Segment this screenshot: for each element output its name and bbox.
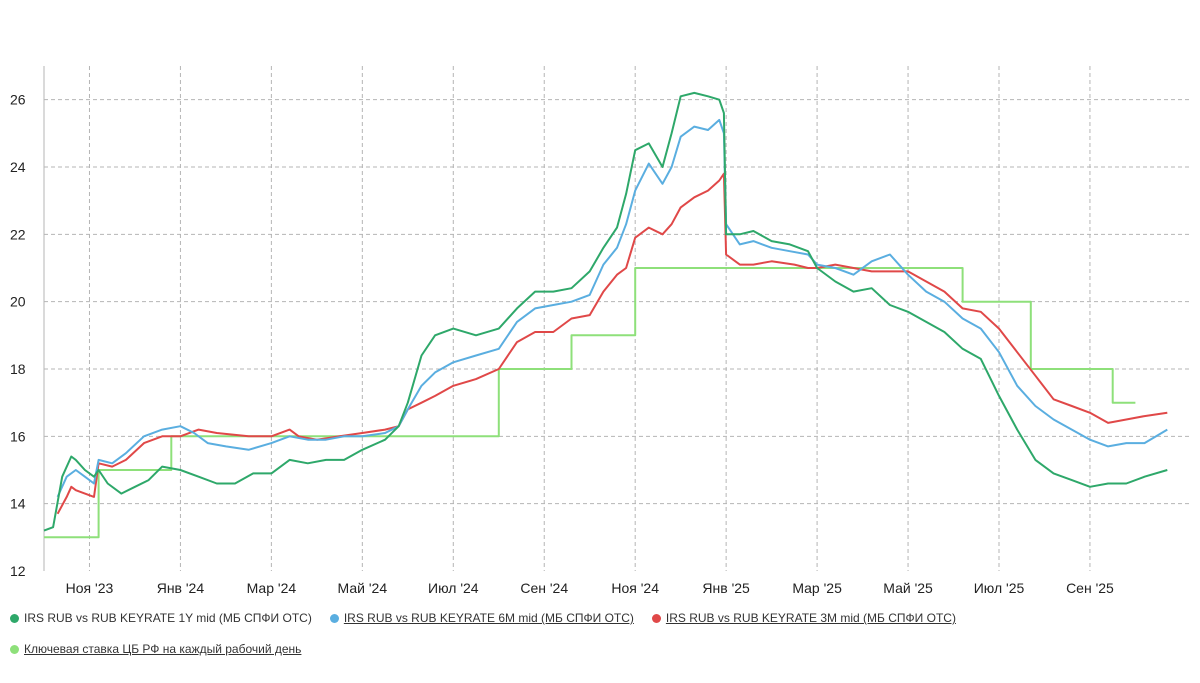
y-axis: 12 14 16 18 20 22 24 26 — [10, 92, 26, 579]
legend-item-irs-6m[interactable]: IRS RUB vs RUB KEYRATE 6M mid (МБ СПФИ О… — [329, 611, 634, 625]
y-tick-label: 12 — [10, 563, 26, 579]
x-tick-label: Май '25 — [883, 580, 933, 596]
legend-label-irs-6m: IRS RUB vs RUB KEYRATE 6M mid (МБ СПФИ О… — [343, 611, 634, 625]
x-tick-label: Янв '24 — [157, 580, 205, 596]
x-tick-label: Июл '24 — [428, 580, 479, 596]
line-chart: 12 14 16 18 20 22 24 26 Ноя '23 Янв '24 Мар '24 Ма… — [10, 66, 1190, 596]
legend-row-1: IRS RUB vs RUB KEYRATE 1Y mid (МБ СПФИ О… — [10, 611, 974, 625]
x-tick-label: Ноя '24 — [611, 580, 659, 596]
legend-item-irs-3m[interactable]: IRS RUB vs RUB KEYRATE 3M mid (МБ СПФИ О… — [651, 611, 956, 625]
legend-label-key-rate: Ключевая ставка ЦБ РФ на каждый рабочий … — [24, 642, 302, 656]
series-line-irs-3m[interactable] — [56, 172, 1168, 515]
x-tick-label: Янв '25 — [702, 580, 750, 596]
y-tick-label: 26 — [10, 92, 26, 108]
y-tick-label: 20 — [10, 294, 26, 310]
x-tick-label: Мар '24 — [247, 580, 297, 596]
legend-label-irs-3m: IRS RUB vs RUB KEYRATE 3M mid (МБ СПФИ О… — [665, 611, 956, 625]
y-tick-label: 14 — [10, 496, 26, 512]
y-tick-label: 24 — [10, 159, 26, 175]
legend-marker-irs-6m — [329, 613, 339, 623]
legend-item-irs-1y[interactable]: IRS RUB vs RUB KEYRATE 1Y mid (МБ СПФИ О… — [10, 611, 312, 625]
legend-marker-irs-1y — [10, 613, 19, 623]
series-line-key-rate[interactable] — [44, 267, 1136, 539]
series-line-irs-6m[interactable] — [56, 118, 1168, 498]
legend-label-irs-1y: IRS RUB vs RUB KEYRATE 1Y mid (МБ СПФИ О… — [24, 611, 312, 625]
x-tick-label: Сен '25 — [1066, 580, 1114, 596]
x-tick-label: Сен '24 — [520, 580, 568, 596]
legend-item-key-rate[interactable]: Ключевая ставка ЦБ РФ на каждый рабочий … — [10, 642, 301, 656]
series-line-irs-1y[interactable] — [43, 91, 1168, 532]
legend-marker-irs-3m — [651, 613, 661, 623]
x-tick-label: Ноя '23 — [66, 580, 114, 596]
x-tick-label: Мар '25 — [792, 580, 842, 596]
y-tick-label: 22 — [10, 226, 26, 242]
chart-area: 12 14 16 18 20 22 24 26 Ноя '23 Янв '24 Мар '24 Ма… — [10, 66, 1190, 596]
x-tick-label: Май '24 — [338, 580, 388, 596]
legend-marker-key-rate — [10, 644, 19, 654]
x-tick-label: Июл '25 — [974, 580, 1025, 596]
x-axis: Ноя '23 Янв '24 Мар '24 Май '24 Июл '24 Сен '… — [66, 580, 1114, 596]
series-lines — [43, 91, 1168, 539]
legend-row-2: Ключевая ставка ЦБ РФ на каждый рабочий … — [10, 642, 319, 656]
y-tick-label: 18 — [10, 361, 26, 377]
y-tick-label: 16 — [10, 428, 26, 444]
grid-lines — [43, 66, 1190, 571]
